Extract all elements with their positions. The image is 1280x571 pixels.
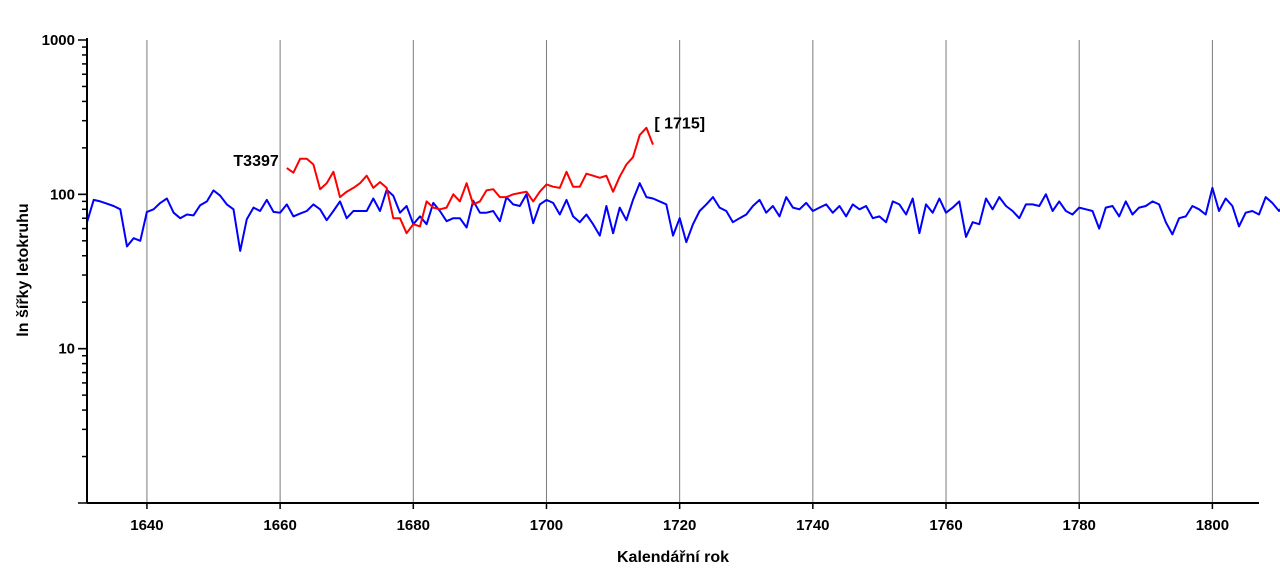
series-layer — [86, 126, 1280, 252]
y-tick-label: 10 — [58, 341, 75, 358]
annotation-label: [ 1715] — [654, 116, 705, 133]
x-axis-label: Kalendářní rok — [617, 549, 729, 566]
vertical-gridlines — [146, 40, 1213, 503]
x-tick-label: 1640 — [130, 517, 163, 534]
x-tick-label: 1760 — [929, 517, 962, 534]
axes — [86, 38, 1259, 504]
y-tick-label: 1000 — [42, 32, 75, 49]
annotations: T3397 [ 1715] — [233, 116, 705, 170]
x-tick-label: 1700 — [530, 517, 563, 534]
y-tick-label: 100 — [50, 186, 75, 203]
y-axis-label: ln šířky letokruhu — [15, 203, 32, 336]
x-tick-label: 1660 — [263, 517, 296, 534]
x-tick-label: 1800 — [1196, 517, 1229, 534]
x-tick-label: 1680 — [397, 517, 430, 534]
y-ticks: 10 100 1000 — [42, 32, 87, 504]
annotation-label: T3397 — [233, 153, 278, 170]
x-tick-label: 1720 — [663, 517, 696, 534]
x-tick-label: 1740 — [796, 517, 829, 534]
series-line-0 — [86, 182, 1280, 252]
x-ticks: 1640 1660 1680 1700 1720 1740 1760 1780 1800 — [130, 503, 1229, 534]
x-tick-label: 1780 — [1063, 517, 1096, 534]
series-line-1 — [286, 126, 654, 235]
